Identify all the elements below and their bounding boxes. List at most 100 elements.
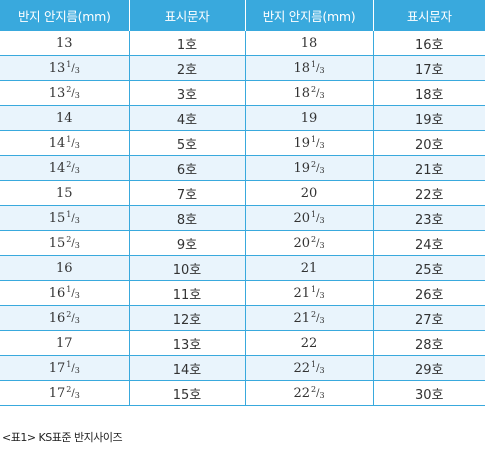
diameter-cell-right: 202/3 bbox=[245, 230, 374, 256]
fraction-denominator: 3 bbox=[74, 391, 80, 400]
fraction-denominator: 3 bbox=[74, 91, 80, 100]
fraction-numerator: 1 bbox=[310, 285, 317, 294]
size-code-cell-left: 4호 bbox=[129, 105, 246, 131]
size-code-cell-right: 23호 bbox=[373, 205, 485, 231]
table-header-row: 반지 안지름(mm) 표시문자 반지 안지름(mm) 표시문자 bbox=[0, 0, 485, 31]
fraction-denominator: 3 bbox=[319, 316, 325, 325]
diameter-cell-left: 162/3 bbox=[0, 305, 130, 331]
diameter-cell-left: 152/3 bbox=[0, 230, 130, 256]
diameter-whole: 14 bbox=[48, 161, 66, 176]
size-code-cell-right: 30호 bbox=[373, 380, 485, 406]
diameter-whole: 18 bbox=[293, 86, 310, 101]
diameter-whole: 22 bbox=[293, 386, 310, 401]
fraction-slash: / bbox=[316, 138, 320, 149]
size-code-cell-right: 29호 bbox=[373, 355, 485, 381]
diameter-whole: 20 bbox=[293, 211, 310, 226]
diameter-cell-left: 14 bbox=[0, 105, 130, 131]
header-inner-diameter-1: 반지 안지름(mm) bbox=[0, 0, 130, 31]
fraction-denominator: 3 bbox=[319, 291, 325, 300]
diameter-whole: 14 bbox=[48, 136, 66, 151]
diameter-fraction: 1/3 bbox=[310, 360, 325, 375]
fraction-numerator: 2 bbox=[310, 85, 317, 94]
diameter-whole: 16 bbox=[48, 311, 66, 326]
fraction-denominator: 3 bbox=[319, 366, 325, 375]
size-code-cell-right: 26호 bbox=[373, 280, 485, 306]
diameter-fraction: 1/3 bbox=[311, 135, 325, 150]
fraction-numerator: 2 bbox=[66, 235, 72, 244]
diameter-cell-right: 211/3 bbox=[245, 280, 374, 306]
table-row: 141/3 5호 191/3 20호 bbox=[0, 130, 485, 156]
diameter-cell-left: 161/3 bbox=[0, 280, 130, 306]
table-row: 162/3 12호 212/3 27호 bbox=[0, 305, 485, 331]
diameter-cell-right: 222/3 bbox=[245, 380, 374, 406]
diameter-whole: 15 bbox=[48, 211, 66, 226]
size-code-cell-left: 11호 bbox=[129, 280, 246, 306]
diameter-cell-left: 131/3 bbox=[0, 55, 130, 81]
diameter-whole: 18 bbox=[300, 35, 318, 51]
diameter-fraction: 1/3 bbox=[311, 60, 325, 75]
diameter-whole: 17 bbox=[48, 386, 66, 401]
fraction-slash: / bbox=[71, 313, 75, 324]
fraction-numerator: 2 bbox=[310, 310, 317, 319]
table-row: 172/3 15호 222/3 30호 bbox=[0, 380, 485, 406]
fraction-slash: / bbox=[71, 138, 75, 149]
table-row: 15 7호 20 22호 bbox=[0, 180, 485, 206]
size-code-cell-left: 12호 bbox=[129, 305, 246, 331]
fraction-slash: / bbox=[316, 288, 320, 299]
fraction-numerator: 1 bbox=[66, 210, 72, 219]
header-inner-diameter-2: 반지 안지름(mm) bbox=[245, 0, 374, 31]
diameter-fraction: 2/3 bbox=[310, 385, 325, 400]
fraction-denominator: 3 bbox=[319, 141, 325, 150]
diameter-fraction: 1/3 bbox=[66, 60, 80, 75]
diameter-whole: 15 bbox=[48, 236, 66, 251]
fraction-slash: / bbox=[316, 313, 320, 324]
diameter-whole: 16 bbox=[48, 286, 66, 301]
fraction-denominator: 3 bbox=[74, 241, 80, 250]
table-body: 13 1호 18 16호 131/3 2호 181/3 17호 132/3 3호 182/3 18호 1… bbox=[0, 30, 485, 406]
size-code-cell-right: 18호 bbox=[373, 80, 485, 106]
table-caption: <표1> KS표준 반지사이즈 bbox=[2, 431, 123, 444]
size-code-cell-left: 6호 bbox=[129, 155, 246, 181]
diameter-cell-left: 13 bbox=[0, 30, 130, 56]
diameter-whole: 20 bbox=[293, 236, 310, 251]
diameter-cell-right: 182/3 bbox=[245, 80, 374, 106]
diameter-fraction: 2/3 bbox=[66, 385, 80, 400]
fraction-numerator: 2 bbox=[310, 385, 317, 394]
diameter-cell-left: 17 bbox=[0, 330, 130, 356]
diameter-fraction: 2/3 bbox=[66, 85, 80, 100]
diameter-cell-left: 142/3 bbox=[0, 155, 130, 181]
diameter-whole: 15 bbox=[55, 185, 73, 201]
diameter-fraction: 1/3 bbox=[66, 210, 80, 225]
diameter-whole: 17 bbox=[48, 361, 66, 376]
table-row: 161/3 11호 211/3 26호 bbox=[0, 280, 485, 306]
diameter-whole: 21 bbox=[300, 260, 318, 276]
diameter-whole: 13 bbox=[48, 61, 66, 76]
size-code-cell-left: 1호 bbox=[129, 30, 246, 56]
diameter-cell-right: 181/3 bbox=[245, 55, 374, 81]
fraction-slash: / bbox=[71, 213, 75, 224]
diameter-cell-right: 192/3 bbox=[245, 155, 374, 181]
diameter-fraction: 2/3 bbox=[310, 310, 325, 325]
fraction-numerator: 1 bbox=[310, 360, 317, 369]
diameter-cell-right: 191/3 bbox=[245, 130, 374, 156]
diameter-fraction: 1/3 bbox=[66, 135, 80, 150]
fraction-slash: / bbox=[316, 388, 320, 399]
fraction-denominator: 3 bbox=[319, 391, 325, 400]
table-row: 171/3 14호 221/3 29호 bbox=[0, 355, 485, 381]
size-code-cell-right: 20호 bbox=[373, 130, 485, 156]
diameter-fraction: 2/3 bbox=[311, 235, 325, 250]
fraction-denominator: 3 bbox=[74, 141, 80, 150]
size-code-cell-left: 9호 bbox=[129, 230, 246, 256]
size-code-cell-left: 7호 bbox=[129, 180, 246, 206]
fraction-slash: / bbox=[71, 388, 75, 399]
diameter-cell-right: 21 bbox=[245, 255, 374, 281]
header-size-label-1: 표시문자 bbox=[129, 0, 246, 31]
size-code-cell-right: 21호 bbox=[373, 155, 485, 181]
fraction-numerator: 1 bbox=[66, 360, 72, 369]
fraction-slash: / bbox=[316, 163, 320, 174]
fraction-slash: / bbox=[316, 238, 320, 249]
size-code-cell-right: 22호 bbox=[373, 180, 485, 206]
fraction-denominator: 3 bbox=[74, 291, 80, 300]
diameter-cell-left: 141/3 bbox=[0, 130, 130, 156]
diameter-whole: 22 bbox=[300, 335, 318, 351]
